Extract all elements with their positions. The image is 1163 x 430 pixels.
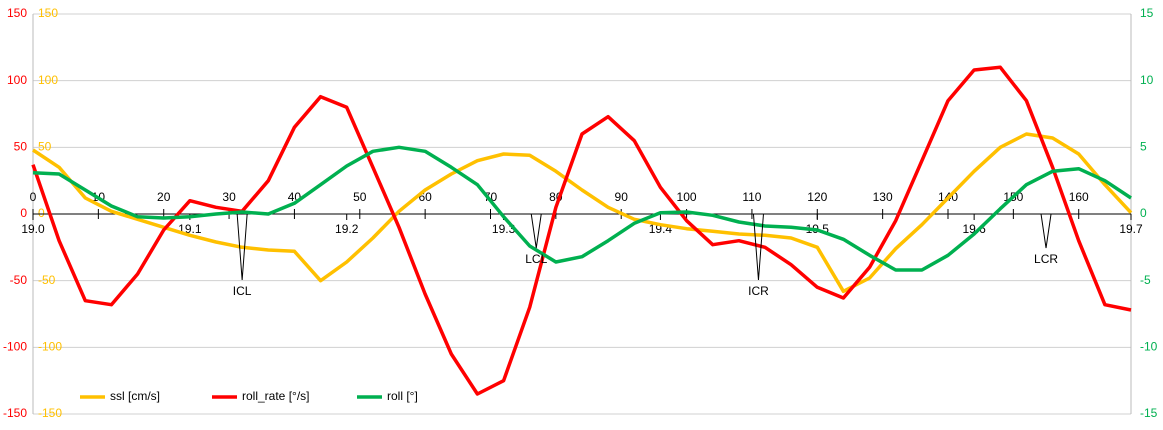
x-tick-label: 0 [30, 190, 37, 204]
y2-tick-label: 5 [1140, 140, 1147, 154]
x-tick-label: 50 [353, 190, 367, 204]
x-tick-label: 90 [615, 190, 629, 204]
y2-tick-label: -5 [1140, 273, 1151, 287]
legend-label: ssl [cm/s] [110, 389, 160, 403]
y-tick-label: 100 [7, 73, 27, 87]
x2-tick-label: 19.7 [1119, 222, 1143, 236]
y-tick-label: -100 [3, 340, 27, 354]
y2-tick-label: 0 [1140, 206, 1147, 220]
y3-tick-label: 50 [38, 140, 52, 154]
y2-tick-label: -10 [1140, 340, 1158, 354]
annotation-label: LCR [1034, 252, 1058, 266]
y3-tick-label: 150 [38, 6, 58, 20]
y-tick-label: 0 [20, 206, 27, 220]
legend-label: roll_rate [°/s] [242, 389, 310, 403]
y2-tick-label: 10 [1140, 73, 1154, 87]
annotation-callout [752, 213, 764, 281]
x-tick-label: 20 [157, 190, 171, 204]
x-tick-label: 130 [873, 190, 893, 204]
annotation-label: ICR [748, 284, 769, 298]
y2-tick-label: -15 [1140, 406, 1158, 420]
y-tick-label: -50 [10, 273, 28, 287]
y3-tick-label: -150 [38, 406, 62, 420]
y3-tick-label: -50 [38, 273, 56, 287]
x2-tick-label: 19.0 [21, 222, 45, 236]
x-tick-label: 120 [807, 190, 827, 204]
x-tick-label: 70 [484, 190, 498, 204]
y3-tick-label: 100 [38, 73, 58, 87]
x-tick-label: 160 [1069, 190, 1089, 204]
series-line [32, 145, 1132, 272]
y3-tick-label: -100 [38, 340, 62, 354]
x-tick-label: 30 [222, 190, 236, 204]
series-line [32, 132, 1133, 294]
annotation-callout [236, 213, 248, 281]
x2-tick-label: 19.2 [335, 222, 359, 236]
y-tick-label: 50 [14, 140, 28, 154]
annotation-label: LCL [525, 252, 547, 266]
y2-tick-label: 15 [1140, 6, 1154, 20]
y-tick-label: -150 [3, 406, 27, 420]
y-tick-label: 150 [7, 6, 27, 20]
legend-label: roll [°] [387, 389, 418, 403]
annotation-label: ICL [233, 284, 252, 298]
x-tick-label: 110 [742, 190, 761, 204]
annotation-callout [1040, 213, 1052, 249]
series-line [31, 65, 1132, 396]
y3-tick-label: 0 [38, 206, 45, 220]
x-tick-label: 100 [677, 190, 697, 204]
annotation-callout [530, 213, 542, 249]
